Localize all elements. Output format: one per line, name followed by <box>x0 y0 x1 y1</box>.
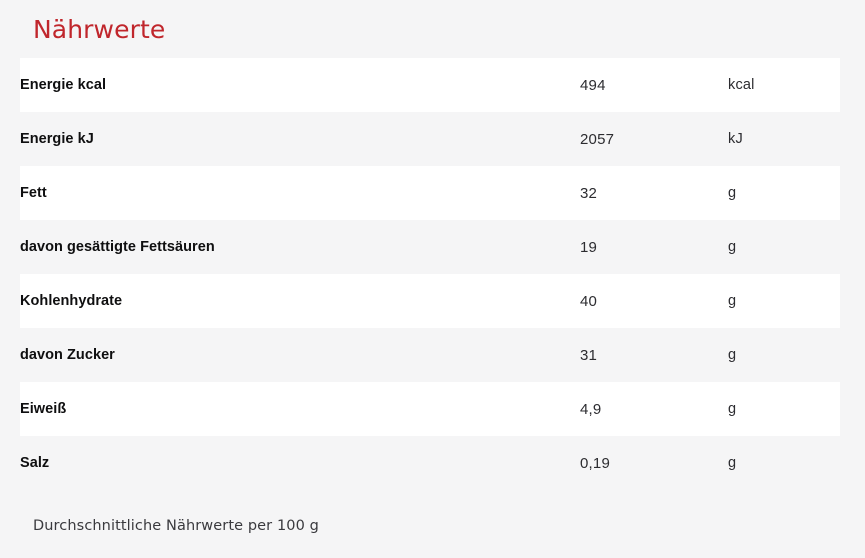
nutrient-label: Fett <box>20 185 47 201</box>
row-edge-right <box>840 274 865 328</box>
row-edge-left <box>0 58 20 112</box>
nutrient-unit: kcal <box>728 77 755 93</box>
nutrition-table-body: Energie kcal 494 kcal Energie kJ 2057 kJ… <box>0 58 865 490</box>
table-row: Fett 32 g <box>0 166 865 220</box>
row-edge-left <box>0 328 20 382</box>
row-edge-right <box>840 382 865 436</box>
row-edge-right <box>840 328 865 382</box>
row-edge-right <box>840 58 865 112</box>
row-edge-left <box>0 274 20 328</box>
nutrient-label: Energie kcal <box>20 77 107 93</box>
row-edge-left <box>0 220 20 274</box>
table-row: davon Zucker 31 g <box>0 328 865 382</box>
table-footnote: Durchschnittliche Nährwerte per 100 g <box>33 518 319 534</box>
table-row: Energie kJ 2057 kJ <box>0 112 865 166</box>
table-row: davon gesättigte Fettsäuren 19 g <box>0 220 865 274</box>
page-title: Nährwerte <box>33 15 166 44</box>
nutrient-value: 31 <box>580 346 598 364</box>
row-edge-right <box>840 112 865 166</box>
nutrient-label: davon Zucker <box>20 347 115 363</box>
nutrient-unit: g <box>728 401 737 417</box>
nutrient-label: Salz <box>20 455 50 471</box>
nutrient-value: 4,9 <box>580 400 602 418</box>
nutrient-value: 2057 <box>580 130 615 148</box>
row-edge-left <box>0 382 20 436</box>
nutrient-value: 40 <box>580 292 598 310</box>
nutrient-value: 32 <box>580 184 598 202</box>
row-edge-left <box>0 112 20 166</box>
nutrient-label: Kohlenhydrate <box>20 293 123 309</box>
nutrient-label: davon gesättigte Fettsäuren <box>20 239 215 255</box>
nutrient-unit: g <box>728 185 737 201</box>
table-row: Energie kcal 494 kcal <box>0 58 865 112</box>
nutrient-unit: g <box>728 347 737 363</box>
nutrient-label: Energie kJ <box>20 131 94 147</box>
row-edge-right <box>840 166 865 220</box>
row-edge-left <box>0 166 20 220</box>
nutrient-value: 0,19 <box>580 454 610 472</box>
table-row: Kohlenhydrate 40 g <box>0 274 865 328</box>
nutrition-table: Energie kcal 494 kcal Energie kJ 2057 kJ… <box>0 58 865 490</box>
row-edge-right <box>840 436 865 490</box>
table-row: Salz 0,19 g <box>0 436 865 490</box>
row-edge-right <box>840 220 865 274</box>
nutrient-value: 494 <box>580 76 606 94</box>
nutrient-label: Eiweiß <box>20 401 67 417</box>
table-row: Eiweiß 4,9 g <box>0 382 865 436</box>
nutrient-unit: g <box>728 293 737 309</box>
nutrient-unit: g <box>728 455 737 471</box>
nutrient-unit: g <box>728 239 737 255</box>
nutrient-unit: kJ <box>728 131 743 147</box>
nutrient-value: 19 <box>580 238 598 256</box>
row-edge-left <box>0 436 20 490</box>
